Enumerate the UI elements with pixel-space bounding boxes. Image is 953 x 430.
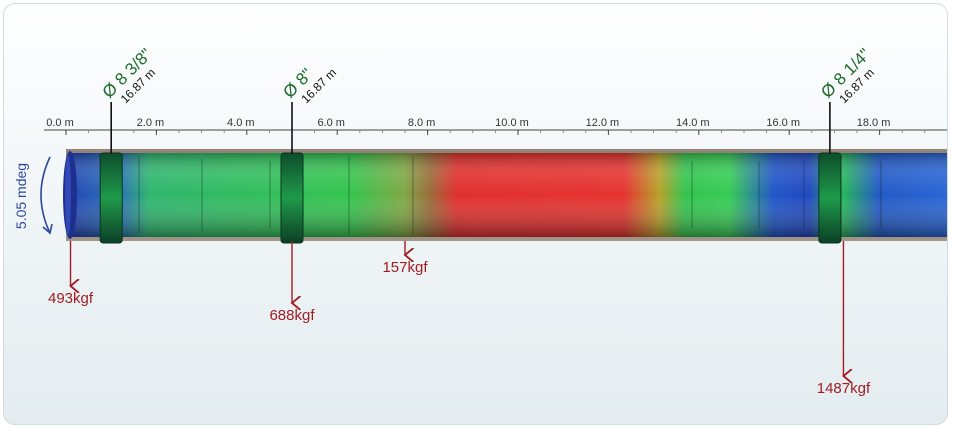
diagram-panel: 0.0 m 2.0 m 4.0 m 6.0 m 8.0 m 10.0 m 12.0 m 14.…: [3, 3, 948, 425]
rotation-arrow-icon: [40, 156, 51, 234]
stabilizer-blade: [818, 152, 842, 244]
stabilizer-annotation: Ø 8 1/4"16.87 m: [817, 45, 877, 106]
force-label: 157kgf: [382, 259, 428, 276]
stabilizer-blades: [99, 152, 842, 244]
stabilizer-annotation: Ø 8"16.87 m: [279, 65, 339, 106]
rotation-indicator: 5.05 mdeg: [13, 156, 53, 235]
stabilizer-blade: [280, 152, 304, 244]
rotation-label: 5.05 mdeg: [13, 163, 29, 229]
axis-tick-label: 4.0 m: [227, 117, 255, 129]
stabilizer-annotation: Ø 8 3/8"16.87 m: [99, 45, 159, 106]
force-label: 688kgf: [269, 307, 315, 324]
axis-tick-label: 14.0 m: [676, 117, 710, 129]
axis-tick-label: 16.0 m: [766, 117, 800, 129]
axis-tick-label: 10.0 m: [495, 117, 529, 129]
axis-tick-label: 6.0 m: [317, 117, 345, 129]
force-label: 493kgf: [48, 290, 94, 307]
force-arrows: 493kgf 688kgf 157kgf 1487kgf: [48, 241, 871, 397]
axis-tick-label: 18.0 m: [857, 117, 891, 129]
stabilizer-blade: [99, 152, 123, 244]
drill-string: [63, 151, 947, 239]
axis-tick-label: 0.0 m: [46, 117, 74, 129]
depth-axis: 0.0 m 2.0 m 4.0 m 6.0 m 8.0 m 10.0 m 12.0 m 14.…: [44, 117, 947, 135]
axis-tick-label: 2.0 m: [137, 117, 165, 129]
axis-tick-label: 8.0 m: [408, 117, 436, 129]
axis-tick-label: 12.0 m: [586, 117, 620, 129]
force-label: 1487kgf: [817, 380, 871, 397]
stabilizer-labels: Ø 8 3/8"16.87 m Ø 8"16.87 m Ø 8 1/4"16.87 …: [99, 45, 877, 154]
drillstring-diagram: 0.0 m 2.0 m 4.0 m 6.0 m 8.0 m 10.0 m 12.0 m 14.…: [13, 45, 947, 397]
